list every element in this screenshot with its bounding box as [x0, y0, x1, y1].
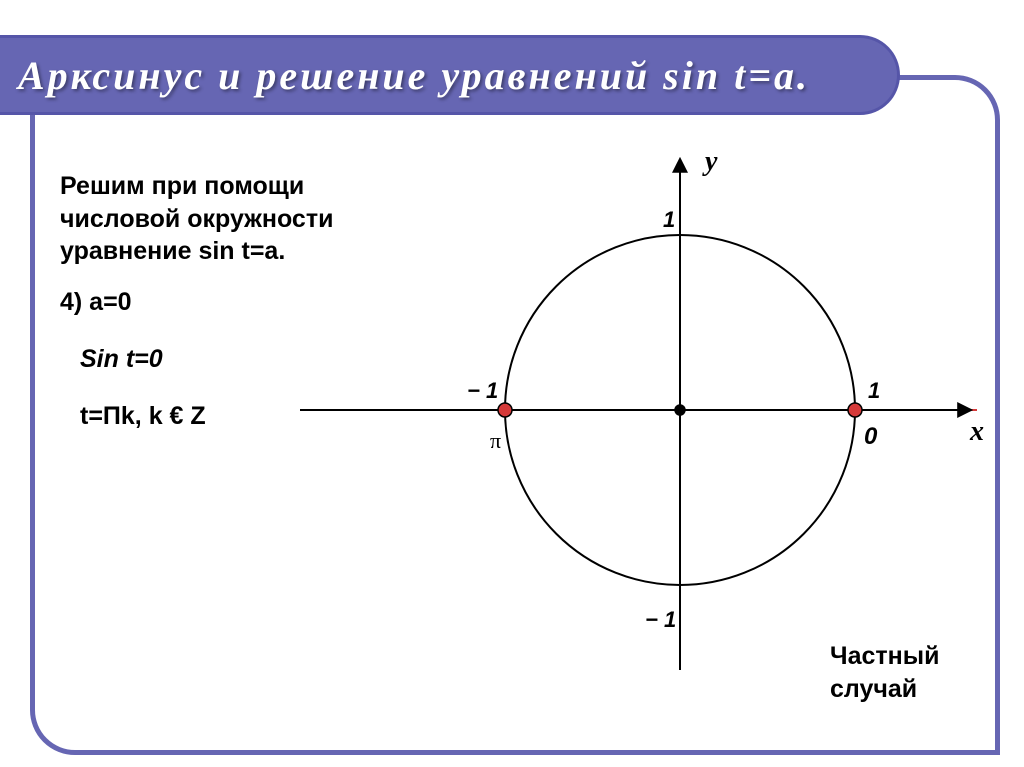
svg-text:− 1: − 1 — [467, 378, 498, 403]
svg-text:1: 1 — [663, 207, 675, 232]
slide-title: Арксинус и решение уравнений sin t=a. — [18, 52, 810, 99]
svg-text:y: y — [702, 146, 718, 177]
svg-text:π: π — [490, 428, 501, 453]
svg-text:0: 0 — [864, 423, 878, 450]
svg-text:− 1: − 1 — [645, 607, 676, 632]
svg-text:1: 1 — [868, 378, 880, 403]
footer-label: Частныйслучай — [830, 640, 939, 705]
svg-text:x: x — [969, 416, 984, 447]
unit-circle-diagram: x y 1 − 1 − 1 1 0 π — [300, 130, 1000, 690]
title-banner: Арксинус и решение уравнений sin t=a. — [0, 35, 900, 115]
